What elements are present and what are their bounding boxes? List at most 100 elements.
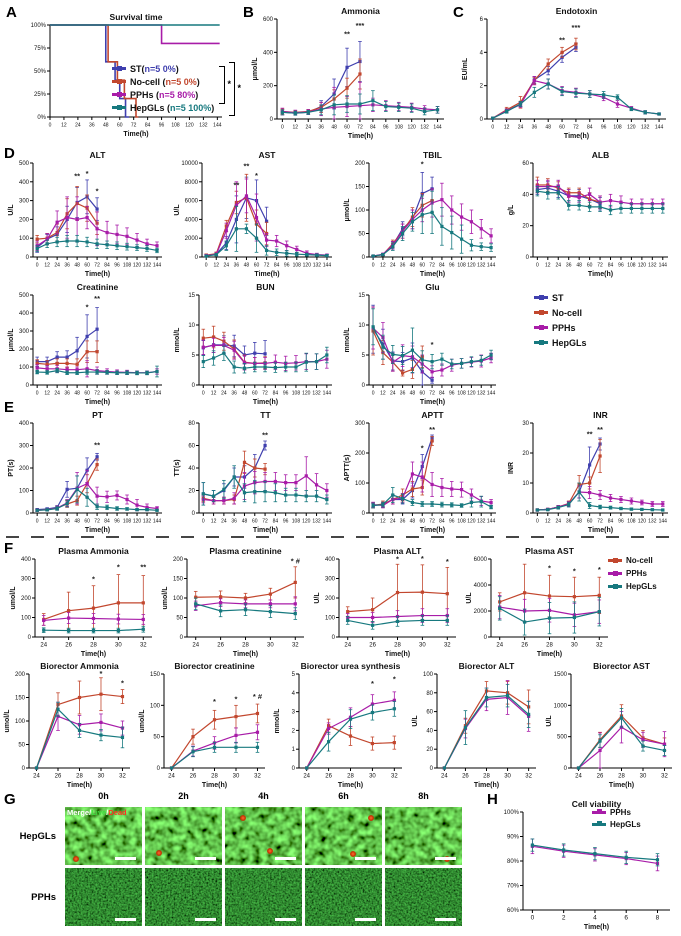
svg-text:0: 0	[372, 519, 375, 525]
svg-text:132: 132	[313, 263, 322, 269]
legend-swatch	[608, 557, 622, 563]
svg-text:6: 6	[624, 915, 628, 922]
svg-text:umol/L: umol/L	[139, 709, 146, 733]
significance-star: *	[227, 79, 231, 89]
svg-text:24: 24	[518, 125, 524, 131]
svg-text:108: 108	[457, 519, 466, 525]
svg-text:30: 30	[522, 421, 529, 427]
svg-text:0: 0	[36, 519, 39, 525]
svg-text:**: **	[262, 431, 268, 440]
svg-text:24: 24	[33, 774, 40, 780]
svg-text:30: 30	[233, 774, 240, 780]
svg-text:150: 150	[150, 672, 161, 678]
svg-text:144: 144	[659, 519, 668, 525]
g-column-header: 4h	[258, 791, 269, 801]
svg-text:96: 96	[618, 519, 624, 525]
svg-text:24: 24	[555, 519, 561, 525]
svg-text:132: 132	[143, 263, 152, 269]
svg-text:**: **	[597, 425, 603, 434]
svg-text:60: 60	[84, 263, 90, 269]
legend-item-HepGLs: HepGLs	[608, 580, 657, 593]
svg-text:96: 96	[618, 263, 624, 269]
svg-text:mmol/L: mmol/L	[344, 327, 351, 353]
svg-text:200: 200	[19, 347, 30, 353]
svg-text:12: 12	[44, 391, 50, 397]
svg-text:60: 60	[559, 125, 565, 131]
svg-text:*: *	[396, 554, 399, 563]
svg-text:48: 48	[545, 125, 551, 131]
svg-text:24: 24	[168, 774, 175, 780]
svg-text:40: 40	[522, 192, 529, 198]
svg-text:PT: PT	[92, 410, 104, 420]
svg-text:132: 132	[199, 123, 208, 129]
svg-text:96: 96	[449, 391, 455, 397]
svg-text:100: 100	[21, 616, 32, 622]
svg-text:60: 60	[587, 263, 593, 269]
svg-text:Time(h): Time(h)	[338, 782, 363, 789]
svg-text:24: 24	[303, 774, 310, 780]
svg-text:48: 48	[576, 263, 582, 269]
svg-text:20: 20	[188, 489, 195, 495]
svg-text:Time(h): Time(h)	[348, 133, 373, 140]
chart-plasma-alt: Plasma ALT 0 100 200 300 400 24 26 28 30 32 U/L Time…	[312, 546, 462, 658]
svg-text:APTT: APTT	[421, 410, 444, 420]
svg-text:150: 150	[173, 577, 184, 583]
svg-text:50%: 50%	[34, 69, 47, 75]
svg-text:10000: 10000	[181, 161, 198, 167]
svg-text:0: 0	[26, 255, 30, 261]
svg-text:100%: 100%	[504, 810, 520, 816]
svg-text:U/L: U/L	[546, 715, 553, 727]
chart-pt: PT 0 100 200 300 400 0 12 24 36 48 60 72 84 96 108 120 13…	[6, 410, 168, 534]
svg-text:U/L: U/L	[8, 204, 15, 216]
significance-bracket-inner: *	[219, 66, 231, 104]
svg-text:60: 60	[419, 519, 425, 525]
svg-text:400: 400	[19, 311, 30, 317]
svg-text:144: 144	[659, 263, 668, 269]
svg-text:0%: 0%	[37, 115, 46, 121]
svg-text:36: 36	[231, 391, 237, 397]
panel-b-label: B	[243, 4, 254, 21]
svg-text:132: 132	[477, 519, 486, 525]
svg-text:TT(s): TT(s)	[174, 459, 181, 476]
svg-text:72: 72	[262, 519, 268, 525]
svg-text:U/L: U/L	[314, 592, 321, 604]
svg-text:26: 26	[55, 774, 62, 780]
g-row-label-HepGLs: HepGLs	[19, 830, 56, 842]
svg-text:75%: 75%	[34, 46, 47, 52]
svg-text:60: 60	[587, 519, 593, 525]
svg-text:96: 96	[114, 391, 120, 397]
svg-text:Plasma ALT: Plasma ALT	[374, 546, 423, 556]
svg-text:200: 200	[19, 466, 30, 472]
svg-text:**: **	[94, 440, 100, 449]
svg-text:24: 24	[224, 263, 230, 269]
svg-text:24: 24	[54, 263, 60, 269]
svg-text:Glu: Glu	[425, 282, 439, 292]
svg-text:0: 0	[26, 383, 30, 389]
svg-text:**: **	[344, 30, 350, 39]
svg-text:144: 144	[153, 519, 162, 525]
svg-text:72: 72	[94, 391, 100, 397]
svg-text:300: 300	[19, 444, 30, 450]
panel-e-label: E	[4, 399, 15, 416]
svg-text:24: 24	[390, 391, 396, 397]
svg-text:26: 26	[65, 643, 72, 649]
svg-text:0: 0	[332, 635, 336, 641]
svg-text:Survival time: Survival time	[110, 12, 163, 22]
svg-text:Ammonia: Ammonia	[341, 6, 380, 16]
svg-text:Time(h): Time(h)	[85, 399, 110, 406]
svg-text:144: 144	[487, 263, 496, 269]
svg-text:*: *	[213, 697, 216, 706]
svg-text:0: 0	[362, 383, 366, 389]
svg-text:80%: 80%	[507, 859, 520, 865]
svg-text:4000: 4000	[474, 583, 488, 589]
merge-live-dead-label: Merge/Live/Dead	[67, 808, 127, 817]
svg-text:60: 60	[117, 123, 123, 129]
svg-text:1000: 1000	[554, 703, 568, 709]
svg-text:132: 132	[312, 391, 321, 397]
svg-text:96: 96	[114, 519, 120, 525]
svg-text:Cell viability: Cell viability	[572, 799, 622, 809]
microscopy-tile-HepGLs-6h	[305, 807, 382, 865]
svg-text:Time(h): Time(h)	[233, 651, 258, 658]
svg-text:108: 108	[171, 123, 180, 129]
survival-legend-item-ST: ST(n=5 0%)	[112, 62, 214, 75]
